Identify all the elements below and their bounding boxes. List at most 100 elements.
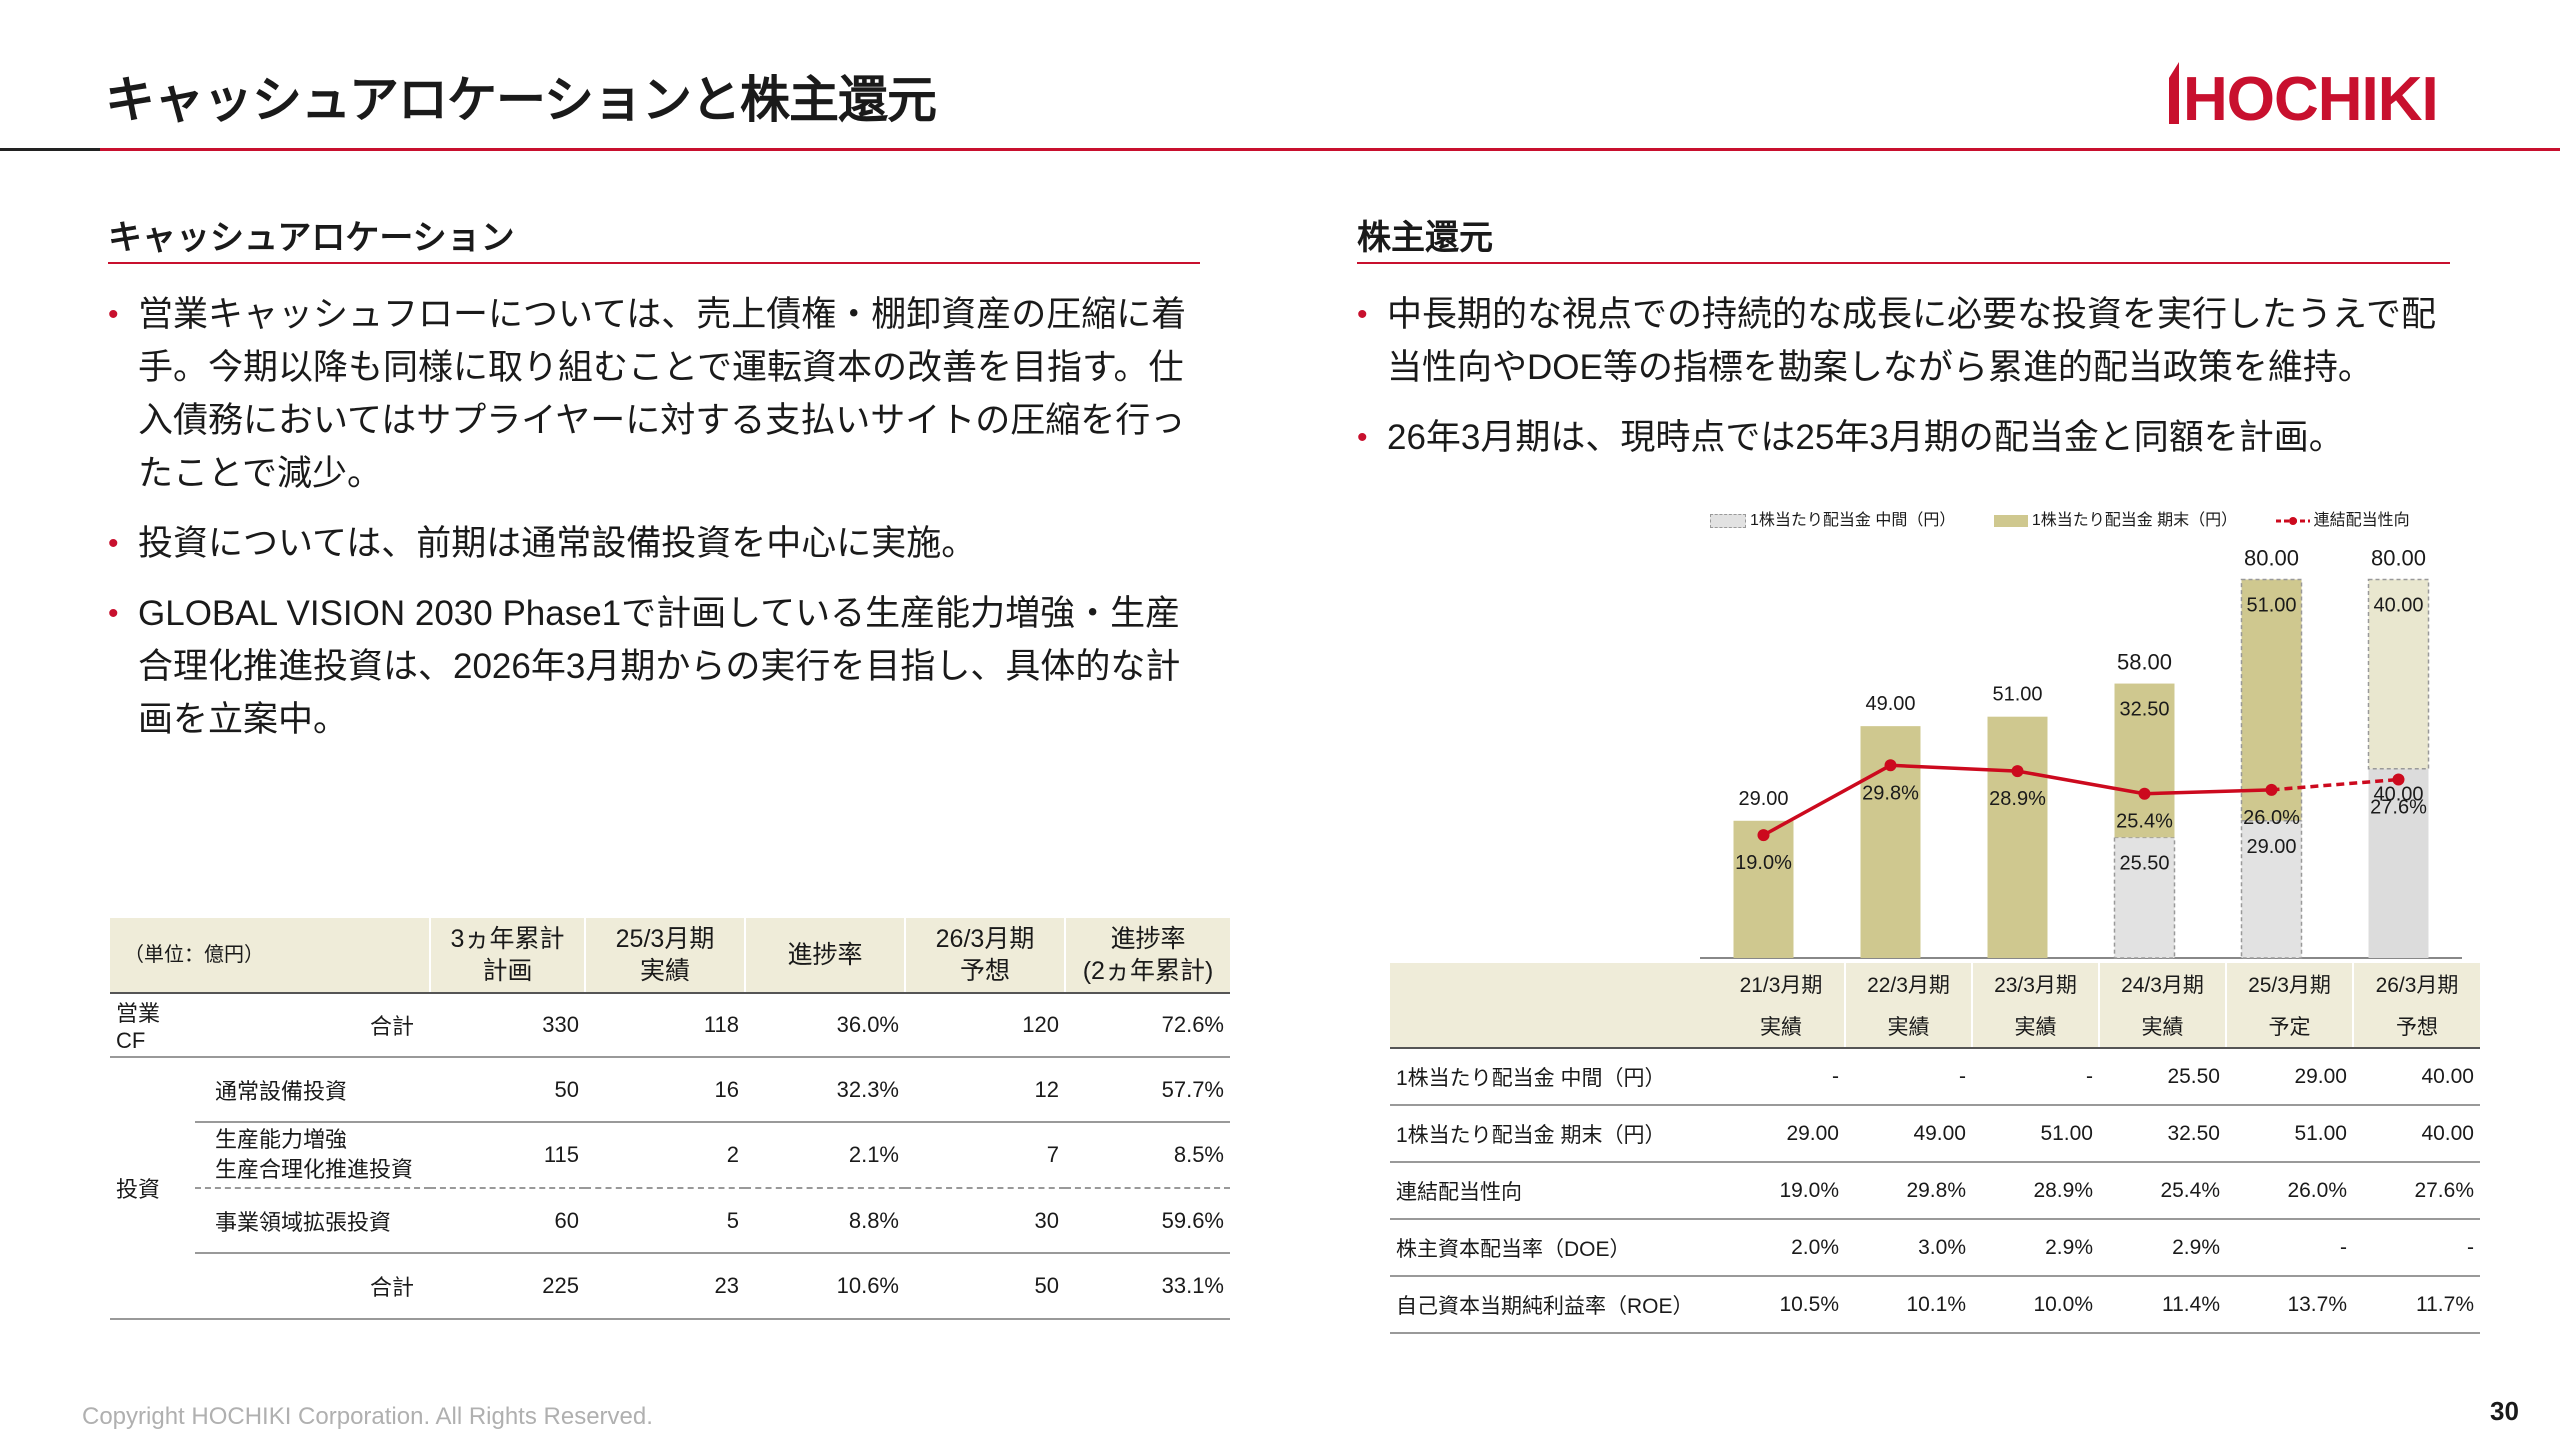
legend-line-icon [2275, 516, 2310, 525]
cell-value: - [2467, 1235, 2474, 1259]
bar-interim [2368, 768, 2429, 958]
table-row: 連結配当性向 19.0% 29.8% 28.9% 25.4% 26.0% 27.6% [1390, 1162, 2480, 1219]
cell-value: 13.7% [2287, 1292, 2347, 1316]
cell-value: 10.5% [1779, 1292, 1839, 1316]
bar-year-end [2240, 578, 2303, 822]
page-number: 30 [2490, 1396, 2519, 1426]
cell-value: 40.00 [2421, 1121, 2474, 1145]
cell-value: 2.9% [2172, 1235, 2220, 1259]
table-header-row: 21/3月期 22/3月期 23/3月期 24/3月期 25/3月期 26/3月… [1390, 963, 2480, 1049]
bar-year-end [1987, 716, 2048, 958]
bar-label-year-end: 40.00 [2373, 594, 2423, 616]
cell-value: 27.6% [2414, 1178, 2474, 1202]
cell-value: 10.0% [2033, 1292, 2093, 1316]
payout-label: 29.8% [1862, 782, 1919, 804]
status-header: 実績 [1718, 1005, 1845, 1049]
cell-value: 49.00 [1913, 1121, 1966, 1145]
cell-value: 40.00 [2421, 1064, 2474, 1088]
bullet-item: • 26年3月期は、現時点では25年3月期の配当金と同額を計画。 [1357, 418, 2344, 457]
bar-total-label: 80.00 [2371, 545, 2426, 570]
col-header: 進捗率 (2ヵ年累計) [1064, 918, 1230, 994]
bullet-item: • 投資については、前期は通常設備投資を中心に実施。 [108, 524, 977, 563]
cell-value: - [2086, 1064, 2093, 1088]
payout-label: 26.0% [2243, 807, 2300, 829]
table-row: 株主資本配当率（DOE） 2.0% 3.0% 2.9% 2.9% - - [1390, 1219, 2480, 1276]
bar-label-year-end: 29.00 [1738, 788, 1788, 810]
table-row: 1株当たり配当金 期末（円） 29.00 49.00 51.00 32.50 51.00 4… [1390, 1105, 2480, 1162]
status-header: 実績 [1844, 1005, 1972, 1049]
legend-item-payout: 連結配当性向 [2275, 506, 2410, 530]
payout-point [2138, 787, 2151, 800]
cell-value: - [1959, 1064, 1966, 1088]
period-header: 24/3月期 [2098, 963, 2226, 1005]
table-header-row: 実績 実績 実績 実績 予定 予想 [1390, 1005, 2480, 1049]
row-label: 1株当たり配当金 期末（円） [1396, 1123, 1666, 1147]
table-row: 合計 225 23 10.6% 50 33.1% [110, 1253, 1230, 1319]
bar-label-year-end: 51.00 [1992, 684, 2042, 706]
cell-value: 11.7% [2416, 1292, 2474, 1316]
bullet-item: • GLOBAL VISION 2030 Phase1で計画している生産能力増強・… [108, 594, 1181, 739]
payout-label: 19.0% [1735, 852, 1792, 874]
cell-value: 29.00 [2294, 1064, 2347, 1088]
row-label: 1株当たり配当金 中間（円） [1396, 1066, 1666, 1090]
row-label: 連結配当性向 [1396, 1180, 1522, 1204]
cell-value: - [2340, 1235, 2347, 1259]
shareholder-return-table: 21/3月期 22/3月期 23/3月期 24/3月期 25/3月期 26/3月… [1390, 963, 2480, 1334]
table-row: 営業CF 合計 330 118 36.0% 120 72.6% [110, 993, 1230, 1057]
cash-allocation-heading: キャッシュアロケーション [108, 219, 515, 257]
title-divider [0, 148, 2560, 151]
status-header: 実績 [2098, 1005, 2226, 1049]
period-header: 21/3月期 [1718, 963, 1845, 1005]
payout-label: 25.4% [2116, 811, 2173, 833]
copyright-text: Copyright HOCHIKI Corporation. All Right… [82, 1403, 653, 1430]
payout-line-segment [1762, 763, 1892, 837]
bar-label-interim: 25.50 [2119, 852, 2169, 874]
col-header: 26/3月期 予想 [904, 918, 1065, 994]
cell-value: - [1832, 1064, 1839, 1088]
payout-line-segment [2271, 777, 2399, 792]
cash-allocation-table: （単位：億円） 3ヵ年累計 計画 25/3月期 実績 進捗率 26/3月期 予想… [110, 918, 1230, 1320]
logo-text: HOCHIKI [2183, 65, 2438, 124]
col-header: 進捗率 [744, 918, 905, 994]
payout-point [2265, 783, 2278, 796]
cell-value: 26.0% [2287, 1178, 2347, 1202]
cell-value: 2.9% [2045, 1235, 2093, 1259]
cell-value: 2.0% [1791, 1235, 1839, 1259]
page-title: キャッシュアロケーションと株主還元 [105, 72, 937, 128]
bar-label-interim: 29.00 [2246, 836, 2296, 858]
cell-value: 29.00 [1786, 1121, 1839, 1145]
bar-interim [2113, 836, 2176, 959]
row-sublabel: 合計 [369, 1014, 414, 1039]
legend-item-interim: 1株当たり配当金 中間（円） [1710, 506, 1955, 530]
table-header-row: （単位：億円） 3ヵ年累計 計画 25/3月期 実績 進捗率 26/3月期 予想… [110, 918, 1230, 994]
row-label: 株主資本配当率（DOE） [1396, 1237, 1631, 1261]
col-header: 25/3月期 実績 [584, 918, 745, 994]
shareholder-return-bullets: • 中長期的な視点での持続的な成長に必要な投資を実行したうえで配当性向やDOE等の… [1357, 288, 2467, 481]
bar-year-end [2114, 683, 2175, 838]
cell-value: 28.9% [2033, 1178, 2093, 1202]
payout-line-segment [2017, 769, 2145, 796]
cell-value: 19.0% [1779, 1178, 1839, 1202]
cell-value: 29.8% [1906, 1178, 1966, 1202]
bar-year-end [2367, 578, 2430, 770]
status-header: 実績 [1971, 1005, 2099, 1049]
bar-label-year-end: 51.00 [2246, 594, 2296, 616]
cell-value: 25.50 [2167, 1064, 2220, 1088]
bar-interim [2240, 820, 2303, 959]
cell-value: 51.00 [2294, 1121, 2347, 1145]
bar-label-interim: 40.00 [2373, 784, 2423, 806]
payout-label: 27.6% [2370, 797, 2427, 819]
payout-point [1757, 829, 1770, 842]
payout-label: 28.9% [1989, 788, 2046, 810]
table-row: 投資 通常設備投資 50 16 32.3% 12 57.7% [110, 1057, 1230, 1320]
cash-allocation-bullets: • 営業キャッシュフローについては、売上債権・棚卸資産の圧縮に着手。今期以降も同様… [108, 288, 1208, 763]
payout-point [2011, 765, 2024, 778]
table-row: 1株当たり配当金 中間（円） - - - 25.50 29.00 40.00 [1390, 1048, 2480, 1105]
cell-value: 11.4% [2162, 1292, 2220, 1316]
row-label: 自己資本当期純利益率（ROE） [1396, 1294, 1694, 1318]
period-header: 26/3月期 [2352, 963, 2480, 1005]
dividend-chart: 29.00 49.00 51.00 25.50 32.50 58.00 29.00 51.00… [1700, 545, 2462, 959]
period-header: 23/3月期 [1971, 963, 2099, 1005]
col-header: 3ヵ年累計 計画 [429, 918, 585, 994]
payout-line-segment [1890, 763, 2018, 773]
